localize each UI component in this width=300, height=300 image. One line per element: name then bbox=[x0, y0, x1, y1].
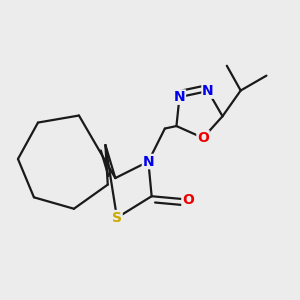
Text: O: O bbox=[182, 193, 194, 206]
Text: N: N bbox=[142, 154, 154, 169]
Text: N: N bbox=[174, 90, 185, 104]
Text: S: S bbox=[112, 211, 122, 225]
Text: O: O bbox=[197, 131, 209, 145]
Text: N: N bbox=[202, 84, 214, 98]
